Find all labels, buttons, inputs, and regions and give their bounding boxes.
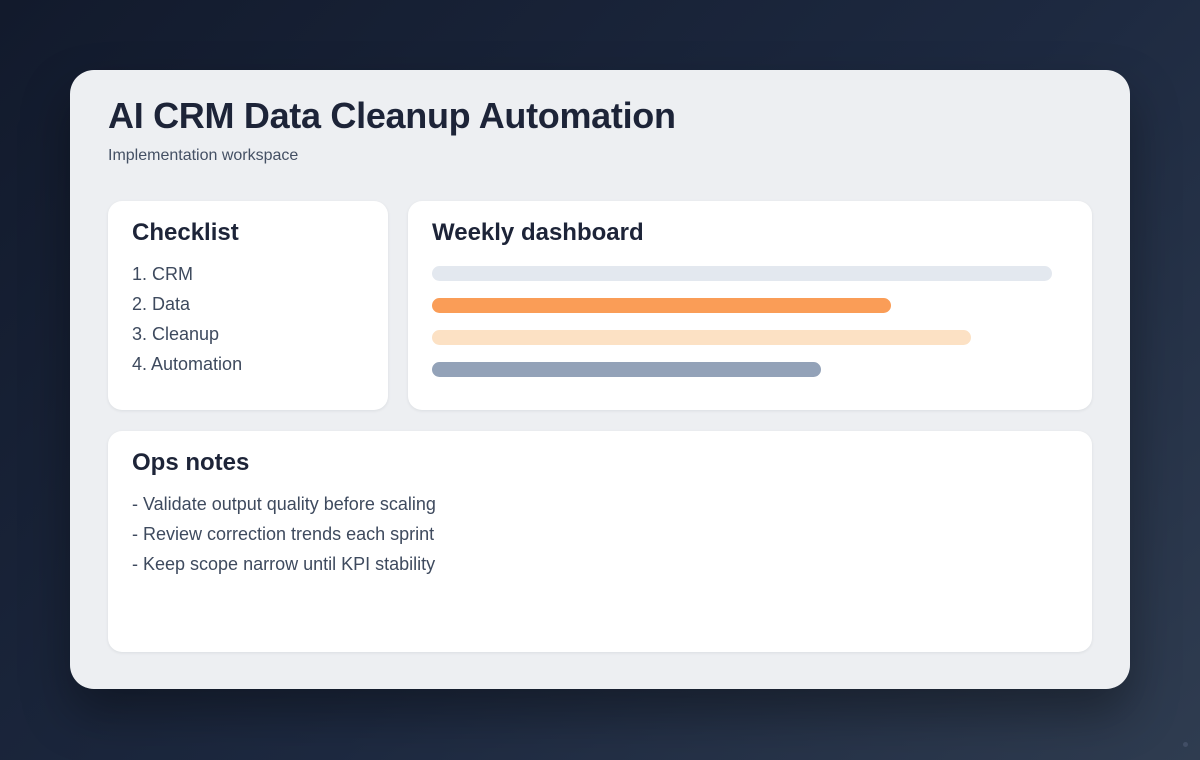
ops-notes-heading: Ops notes (132, 448, 250, 476)
ops-note-scope: - Keep scope narrow until KPI stability (132, 554, 436, 575)
checklist-heading: Checklist (132, 218, 239, 246)
background-dot (1183, 742, 1188, 747)
weekly-dashboard-card: Weekly dashboard (408, 200, 1092, 410)
ops-notes-list: - Validate output quality before scaling… (132, 489, 1068, 579)
weekly-dashboard-heading: Weekly dashboard (432, 218, 644, 246)
cards-row: Checklist 1. CRM 2. Data 3. Cleanup 4. A… (108, 200, 1092, 410)
ops-notes-card: Ops notes - Validate output quality befo… (108, 430, 1092, 652)
checklist-item-cleanup: 3. Cleanup (132, 324, 220, 345)
page-title: AI CRM Data Cleanup Automation (108, 95, 676, 136)
dashboard-bar-4 (432, 362, 822, 378)
workspace-panel: AI CRM Data Cleanup Automation Implement… (70, 70, 1130, 689)
dashboard-bars (432, 266, 1068, 378)
checklist-item-crm: 1. CRM (132, 264, 194, 285)
dashboard-bar-2 (432, 298, 892, 314)
checklist-item-data: 2. Data (132, 294, 191, 315)
checklist-item-automation: 4. Automation (132, 354, 243, 375)
checklist-items: 1. CRM 2. Data 3. Cleanup 4. Automation (132, 259, 364, 379)
dashboard-bar-3 (432, 330, 971, 346)
ops-note-review: - Review correction trends each sprint (132, 524, 435, 545)
page-subtitle: Implementation workspace (108, 146, 299, 164)
dashboard-bar-1 (432, 266, 1053, 282)
checklist-card: Checklist 1. CRM 2. Data 3. Cleanup 4. A… (108, 200, 388, 410)
ops-note-validate: - Validate output quality before scaling (132, 494, 436, 515)
